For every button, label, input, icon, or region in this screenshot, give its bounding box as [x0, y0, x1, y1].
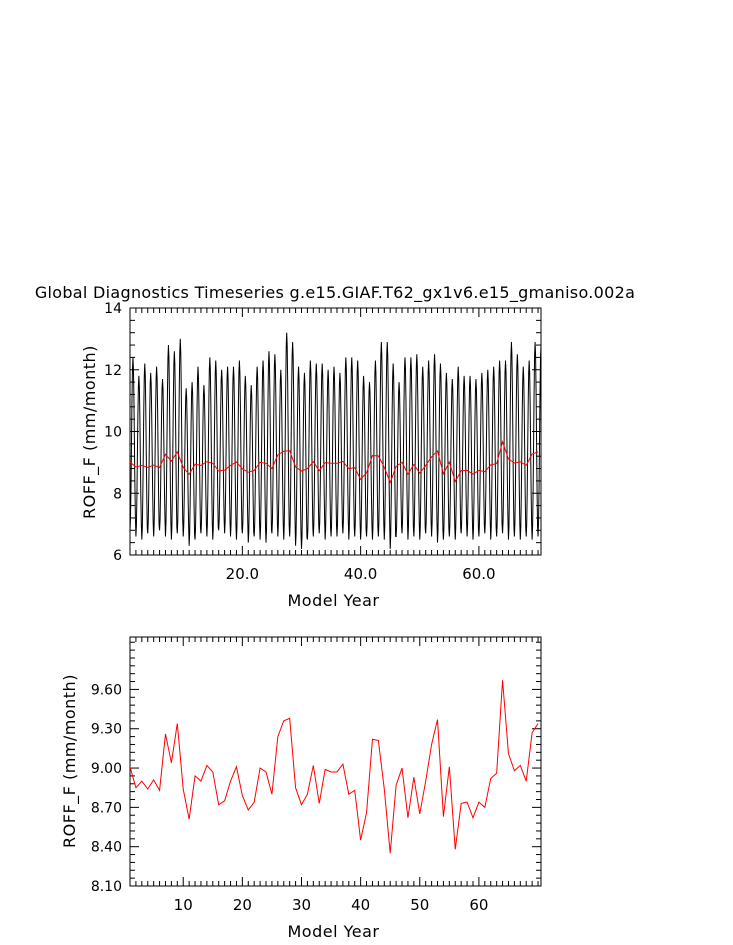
y-axis-label: ROFF_F (mm/month)	[60, 674, 80, 848]
y-tick-label: 14	[104, 301, 122, 317]
x-axis-label: Model Year	[288, 591, 380, 610]
x-tick-label: 60.0	[462, 565, 495, 583]
monthly-series-line	[130, 332, 541, 549]
y-tick-label: 12	[104, 363, 122, 379]
annual-series-line	[130, 680, 539, 854]
y-axis-label: ROFF_F (mm/month)	[80, 345, 100, 519]
y-tick-label: 9.60	[91, 682, 122, 698]
x-tick-label: 50	[410, 896, 429, 914]
plot-data	[130, 332, 541, 549]
x-tick-label: 10	[174, 896, 193, 914]
x-tick-label: 20	[233, 896, 252, 914]
annual-series-line	[130, 439, 539, 484]
x-tick-label: 40.0	[344, 565, 377, 583]
y-tick-label: 8	[113, 486, 122, 502]
chart-title: Global Diagnostics Timeseries g.e15.GIAF…	[35, 283, 635, 303]
y-tick-label: 8.10	[91, 879, 122, 895]
x-tick-label: 30	[292, 896, 311, 914]
x-tick-label: 40	[351, 896, 370, 914]
x-tick-label: 60	[469, 896, 488, 914]
y-tick-label: 9.30	[91, 722, 122, 738]
y-tick-label: 8.40	[91, 840, 122, 856]
bottom-panel: 10 20 30 40 50 60 8.10 8.40 8.70 9.00 9.30 9.60 Mode…	[60, 636, 542, 941]
top-panel: 20.0 40.0 60.0 6 8 10 12 14 Model Year ROFF_F (mm…	[80, 301, 542, 610]
x-axis-label: Model Year	[288, 922, 380, 941]
y-tick-label: 10	[104, 425, 122, 441]
plot-frame	[129, 636, 542, 887]
x-tick-label: 20.0	[226, 565, 259, 583]
y-tick-label: 6	[113, 548, 122, 564]
y-tick-label: 9.00	[91, 761, 122, 777]
y-tick-label: 8.70	[91, 800, 122, 816]
plot-data	[130, 680, 539, 854]
